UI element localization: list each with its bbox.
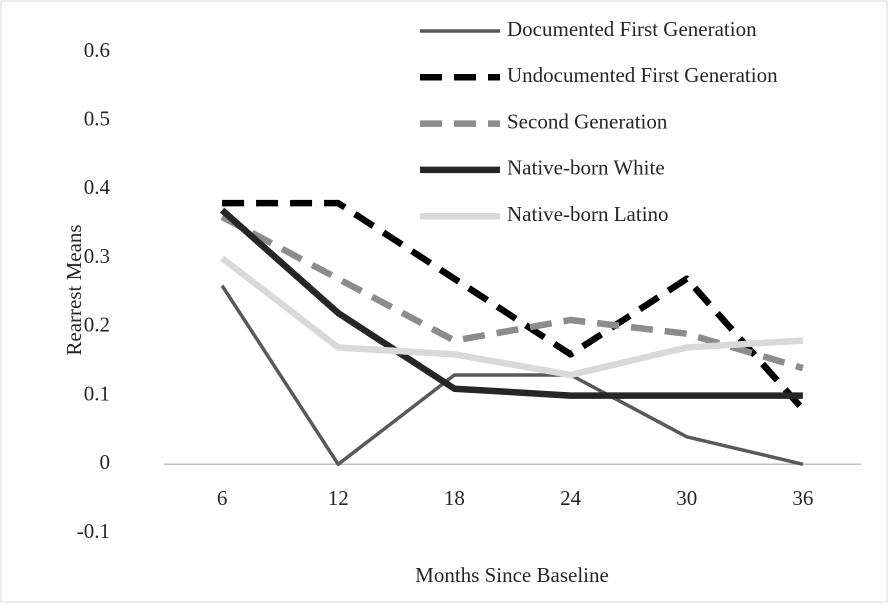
legend-label: Native-born Latino	[507, 202, 669, 226]
x-tick-label: 12	[328, 486, 349, 510]
series-line	[220, 284, 804, 467]
x-axis-title: Months Since Baseline	[415, 563, 609, 587]
legend-label: Second Generation	[507, 109, 668, 133]
series-line	[219, 207, 803, 399]
y-tick-label: 0.6	[84, 38, 110, 62]
x-tick-label: 30	[676, 486, 697, 510]
y-tick-label: 0.2	[84, 313, 110, 337]
series-line	[222, 199, 806, 412]
series-line	[220, 214, 804, 372]
y-axis-title: Rearrest Means	[62, 224, 86, 355]
legend-label: Documented First Generation	[507, 17, 757, 41]
series-line	[220, 255, 804, 379]
x-tick-label: 18	[444, 486, 465, 510]
y-tick-label: 0.5	[84, 107, 110, 131]
x-tick-label: 6	[217, 486, 228, 510]
x-tick-label: 36	[792, 486, 813, 510]
y-tick-label: 0.4	[84, 175, 111, 199]
x-tick-label: 24	[560, 486, 582, 510]
legend-label: Undocumented First Generation	[507, 63, 778, 87]
y-tick-label: -0.1	[77, 519, 110, 543]
y-tick-label: 0	[100, 450, 111, 474]
y-tick-label: 0.3	[84, 244, 110, 268]
y-tick-label: 0.1	[84, 381, 110, 405]
legend-label: Native-born White	[507, 156, 665, 180]
